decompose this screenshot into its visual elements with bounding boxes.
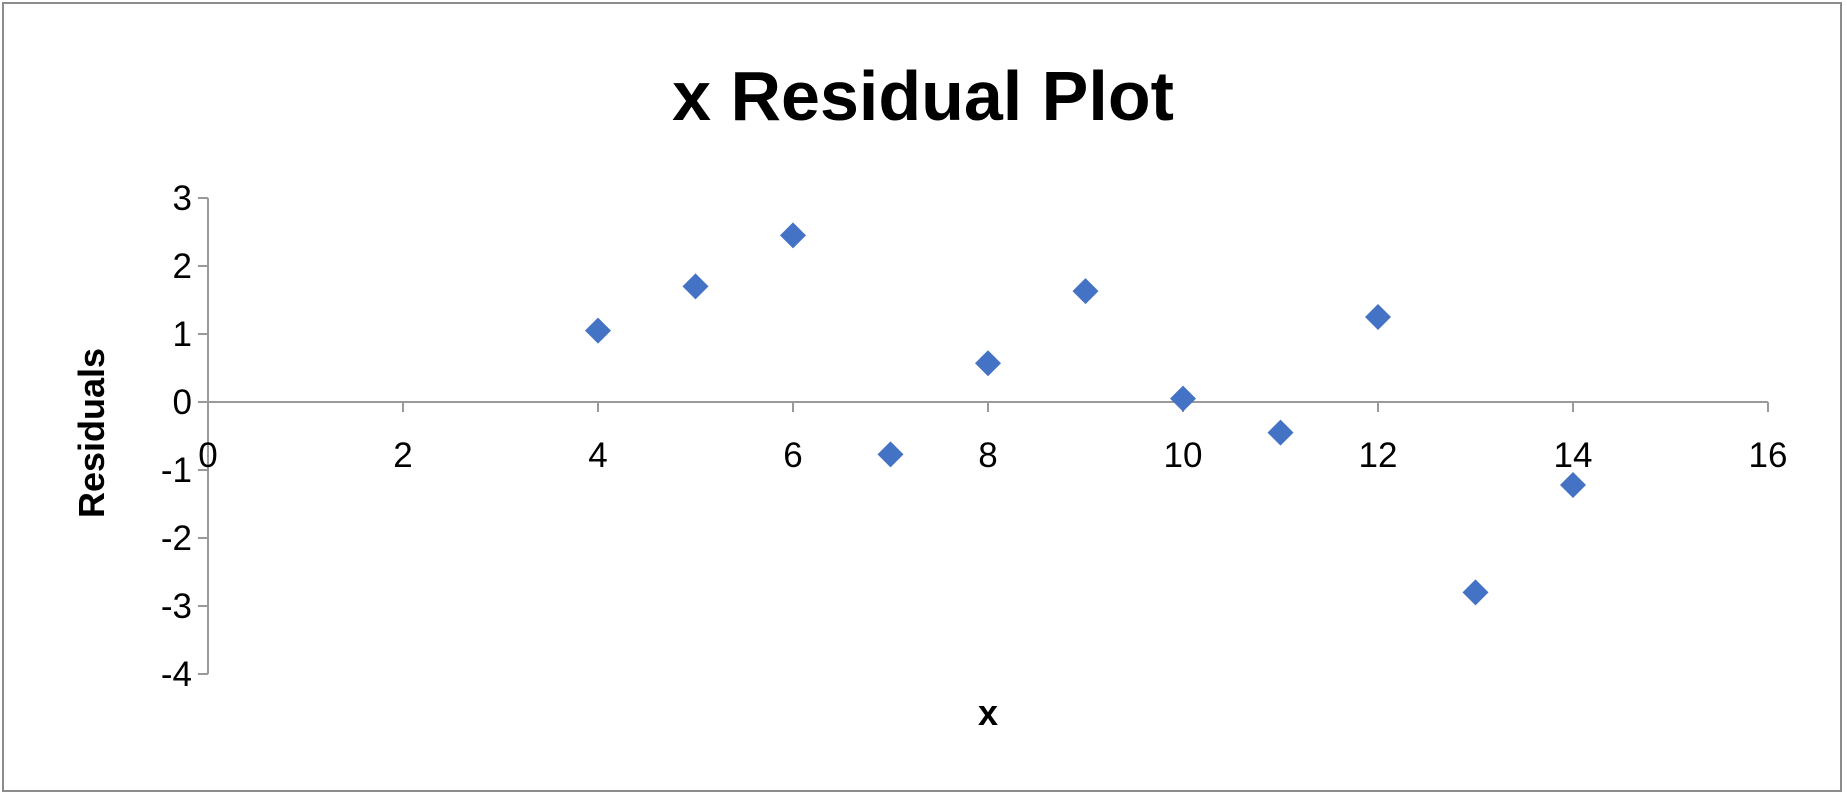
x-tick-label: 10 [1164,436,1203,475]
x-tick-label: 16 [1749,436,1788,475]
x-tick-label: 8 [978,436,997,475]
data-point [1365,304,1391,330]
data-point [877,441,904,468]
x-tick-label: 12 [1359,436,1398,475]
x-axis-title: x [978,692,998,733]
y-axis: 3 2 1 0 -1 -2 -3 -4 [161,179,209,694]
data-point [1170,385,1196,412]
y-tick-label: 0 [173,383,192,422]
data-point [1560,471,1586,498]
x-axis: 0 2 4 6 8 10 12 14 16 [198,401,1788,475]
data-point [1462,579,1489,606]
y-axis-title: Residuals [71,348,112,518]
x-tick-label: 0 [198,436,217,475]
x-tick-label: 14 [1554,436,1593,475]
y-tick-label: 2 [173,247,192,286]
x-tick-label: 4 [588,436,607,475]
data-point [975,350,1001,377]
data-point [585,317,611,344]
data-points [585,222,1586,606]
data-point [780,222,806,249]
x-tick-label: 2 [393,436,412,475]
x-tick-label: 6 [783,436,802,475]
chart-title: x Residual Plot [672,57,1174,135]
y-tick-label: -4 [161,655,192,694]
y-tick-label: -2 [161,519,192,558]
data-point [1072,278,1099,305]
y-tick-label: 1 [173,315,192,354]
y-tick-label: -3 [161,587,192,626]
y-tick-label: 3 [173,179,192,218]
data-point [682,273,709,300]
y-tick-label: -1 [161,451,192,490]
data-point [1267,419,1294,446]
